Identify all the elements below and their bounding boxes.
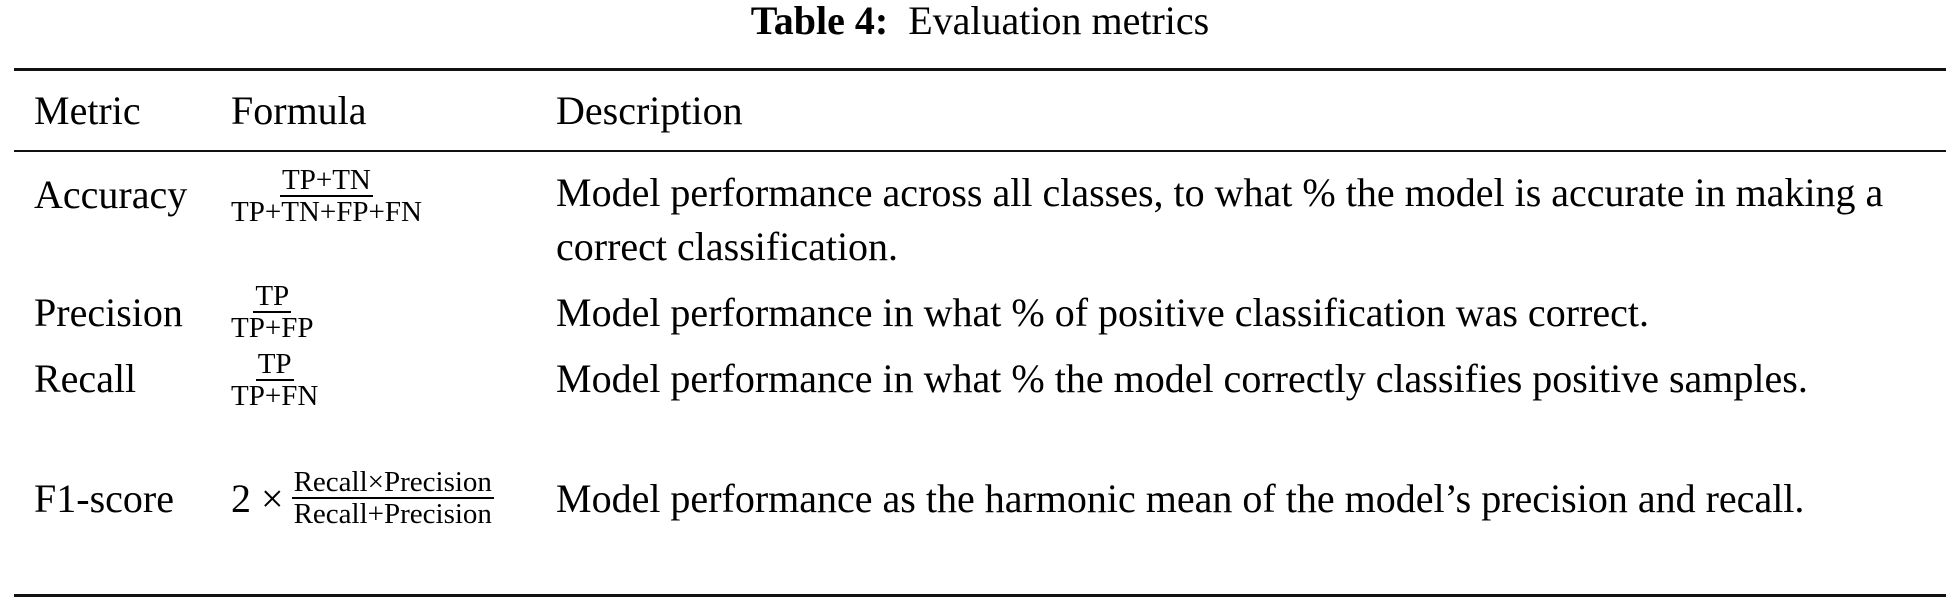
bottom-rule [14,594,1946,597]
fraction: Recall×Precision Recall+Precision [291,466,494,530]
description: Model performance as the harmonic mean o… [556,476,1805,521]
caption-text: Evaluation metrics [908,0,1210,43]
denominator: TP+FP [231,312,314,344]
top-rule [14,68,1946,71]
formula: TP+TN TP+TN+FP+FN [229,165,424,227]
description: Model performance across all classes, to… [556,170,1884,269]
formula-prefix: 2 × [231,475,284,521]
header-metric: Metric [34,88,141,133]
header-description: Description [556,88,743,133]
caption-label: Table 4: [750,0,889,43]
numerator: TP [255,348,294,381]
formula: TP TP+FP [229,281,315,343]
metric-name: Precision [34,290,183,335]
formula: TP TP+FN [229,349,320,411]
metric-name: Accuracy [34,172,188,217]
fraction: TP TP+FP [229,281,315,343]
fraction: TP TP+FN [229,349,320,411]
description: Model performance in what % the model co… [556,356,1808,401]
numerator: Recall×Precision [291,466,494,499]
numerator: TP+TN [280,164,373,197]
metric-name: F1-score [34,476,174,521]
description: Model performance in what % of positive … [556,290,1649,335]
denominator: Recall+Precision [293,498,492,530]
header-formula: Formula [231,88,367,133]
denominator: TP+TN+FP+FN [231,196,422,228]
denominator: TP+FN [231,380,319,412]
formula: 2 × Recall×Precision Recall+Precision [231,466,494,530]
fraction: TP+TN TP+TN+FP+FN [229,165,424,227]
numerator: TP [253,280,292,313]
table-caption: Table 4: Evaluation metrics [0,0,1960,46]
header-rule [14,150,1946,152]
metric-name: Recall [34,356,137,401]
